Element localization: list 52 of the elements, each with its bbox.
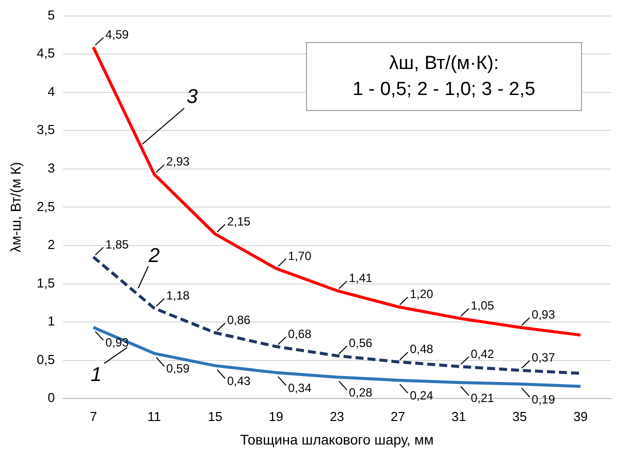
data-label: 0,19 bbox=[532, 392, 556, 406]
x-axis-title: Товщина шлакового шару, мм bbox=[240, 431, 434, 448]
x-tick-label: 27 bbox=[390, 408, 406, 424]
data-label: 1,70 bbox=[288, 248, 312, 263]
data-label: 0,21 bbox=[470, 390, 494, 405]
x-tick-label: 23 bbox=[330, 408, 344, 424]
x-tick-label: 7 bbox=[90, 408, 97, 424]
y-tick-label: 3 bbox=[48, 160, 55, 176]
data-label: 0,42 bbox=[470, 346, 494, 361]
y-axis-title: λм-ш, Вт/(м К) bbox=[7, 162, 24, 252]
series-label: 2 bbox=[148, 244, 160, 267]
data-label: 0,68 bbox=[288, 326, 312, 341]
y-tick-label: 4,5 bbox=[36, 46, 55, 61]
data-label: 1,18 bbox=[166, 288, 190, 303]
data-label: 1,20 bbox=[410, 287, 434, 302]
x-tick-label: 19 bbox=[268, 408, 284, 424]
x-tick-label: 15 bbox=[208, 408, 222, 424]
x-tick-label: 11 bbox=[147, 408, 161, 424]
data-label: 1,85 bbox=[105, 237, 130, 252]
y-tick-label: 4 bbox=[48, 84, 55, 99]
x-tick-label: 35 bbox=[512, 408, 527, 424]
data-label: 1,41 bbox=[348, 270, 373, 285]
note-box: λш, Вт/(м·К): 1 - 0,5; 2 - 1,0; 3 - 2,5 bbox=[306, 42, 582, 112]
data-label: 0,56 bbox=[348, 336, 373, 350]
data-label: 0,43 bbox=[227, 374, 251, 388]
annotation: 1 - 0,5; 2 - 1,0; 3 - 2,5 bbox=[352, 78, 536, 102]
y-tick-label: 2,5 bbox=[36, 198, 55, 214]
y-tick-label: 5 bbox=[48, 7, 55, 22]
data-label: 0,34 bbox=[288, 380, 312, 395]
y-tick-label: 1,5 bbox=[36, 275, 55, 290]
annotation: λш, Вт/(м·К): bbox=[388, 52, 500, 76]
data-label: 0,59 bbox=[166, 362, 190, 376]
data-label: 0,37 bbox=[532, 350, 556, 365]
y-tick-label: 2 bbox=[48, 237, 55, 252]
data-label: 0,48 bbox=[410, 342, 434, 356]
data-label: 2,15 bbox=[227, 214, 251, 228]
data-label: 0,24 bbox=[410, 388, 434, 403]
data-label: 1,05 bbox=[470, 298, 494, 313]
data-label: 2,93 bbox=[166, 154, 190, 169]
y-tick-label: 0,5 bbox=[36, 352, 55, 367]
y-tick-label: 0 bbox=[48, 390, 55, 406]
data-label: 0,93 bbox=[105, 336, 130, 350]
x-tick-label: 39 bbox=[573, 408, 588, 424]
y-tick-label: 3,5 bbox=[36, 122, 55, 138]
data-label: 4,59 bbox=[105, 28, 130, 42]
data-label: 0,93 bbox=[532, 308, 556, 322]
series-label: 1 bbox=[90, 364, 102, 386]
text: 3 bbox=[186, 86, 198, 108]
x-tick-label: 31 bbox=[452, 408, 466, 424]
y-tick-label: 1 bbox=[48, 314, 55, 329]
data-label: 0,28 bbox=[348, 385, 373, 400]
data-label: 0,86 bbox=[227, 313, 251, 328]
